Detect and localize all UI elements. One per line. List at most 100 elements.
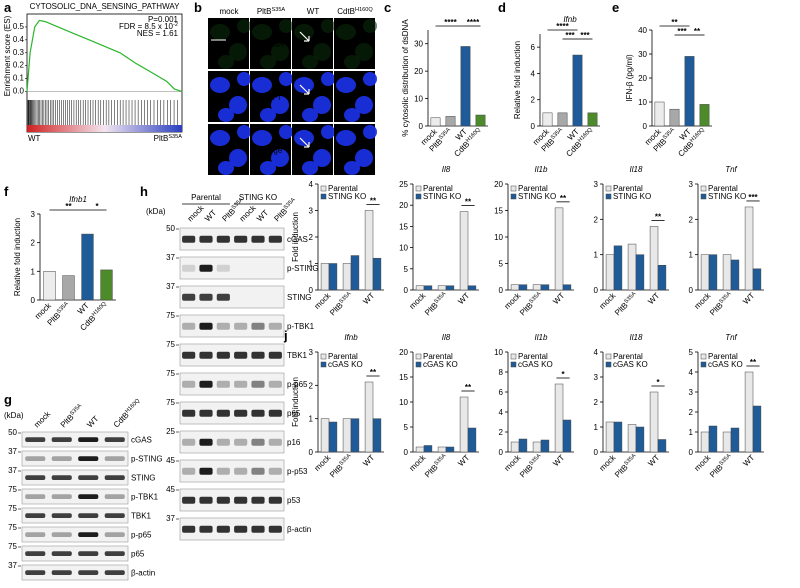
legend-swatch	[700, 185, 707, 192]
bar	[699, 104, 710, 127]
legend-label: Parental	[708, 352, 738, 361]
y-tick-label: 1	[689, 251, 694, 260]
x-tick-label: PltBS35A	[423, 291, 450, 318]
band	[251, 467, 265, 475]
bar	[613, 245, 623, 291]
nucleus	[237, 125, 251, 139]
significance-label: *	[95, 202, 99, 211]
legend-label: cGAS KO	[423, 360, 458, 369]
bar	[752, 268, 762, 291]
y-tick-label: 0	[499, 448, 504, 457]
y-tick-label: 0	[594, 448, 599, 457]
lane-label-part: WT	[203, 208, 218, 223]
band	[251, 438, 265, 446]
lane-label-part: WT	[255, 208, 270, 223]
kda-marker: 50	[166, 224, 175, 233]
y-axis-label: Fold induction	[291, 212, 300, 262]
y-tick-label: 2	[309, 233, 314, 242]
blot-strip	[179, 430, 285, 454]
nucleus	[237, 72, 251, 86]
band	[234, 496, 248, 504]
nucleus	[363, 72, 377, 86]
x-tick-label-part: WT	[76, 301, 91, 316]
x-tick-label-part: WT	[361, 453, 376, 468]
y-tick-label: 10	[414, 95, 423, 104]
y-tick-label: 2	[31, 239, 36, 248]
bar	[460, 46, 471, 127]
y-tick-label: 3	[31, 210, 36, 219]
legend-label: Parental	[613, 352, 643, 361]
bar	[605, 421, 615, 453]
column-label-part: PltB	[257, 7, 272, 16]
legend-swatch	[605, 193, 612, 200]
legend-swatch	[320, 193, 327, 200]
bar	[372, 257, 382, 291]
kda-marker: 37	[166, 514, 175, 523]
dsdna-signal	[210, 24, 230, 40]
bar	[532, 284, 542, 291]
nucleus	[336, 77, 356, 93]
legend-swatch	[510, 361, 517, 368]
y-tick-label: 0	[31, 296, 36, 305]
x-tick-label: PltBS35A	[328, 453, 355, 480]
band	[216, 409, 230, 417]
arrow	[299, 31, 310, 42]
chart-title: Tnf	[725, 165, 737, 174]
band	[25, 494, 46, 500]
bar	[459, 396, 469, 453]
y-tick-label: 10	[494, 233, 503, 242]
kda-label: (kDa)	[4, 411, 24, 420]
y-tick-label: 15	[494, 207, 503, 216]
lane-label: CdtBH160Q	[112, 397, 144, 429]
bar	[510, 441, 520, 453]
band	[268, 380, 282, 388]
band	[216, 438, 230, 446]
x-tick-label-part: S35A	[338, 291, 352, 305]
y-tick-label: 15	[399, 373, 408, 382]
row-label: cGAS	[131, 436, 152, 445]
bar	[554, 207, 564, 291]
significance-label: **	[370, 368, 377, 377]
kda-marker: 37	[166, 282, 175, 291]
bar	[423, 445, 433, 453]
blot-strip	[21, 545, 129, 562]
legend-swatch	[700, 353, 707, 360]
row-label: p-p65	[131, 531, 152, 540]
band	[199, 525, 213, 533]
band	[78, 494, 99, 500]
legend-label: STING KO	[328, 192, 366, 201]
y-tick-label: 0	[531, 122, 536, 131]
legend-label: Parental	[518, 184, 548, 193]
bar	[445, 285, 455, 291]
significance-label: **	[465, 383, 472, 392]
y-tick-label: 3	[689, 388, 694, 397]
y-tick-label: 1	[309, 415, 314, 424]
column-label-part: CdtB	[337, 7, 355, 16]
x-tick-label-part: S35A	[528, 291, 542, 305]
significance-label: **	[65, 202, 72, 211]
bar	[364, 381, 374, 453]
blot-strip	[179, 314, 285, 338]
bar	[635, 426, 645, 453]
x-tick-label-part: WT	[456, 291, 471, 306]
kda-marker: 75	[8, 485, 17, 494]
y-tick-label: 0	[499, 286, 504, 295]
dsdna-signal	[363, 19, 377, 33]
band	[182, 293, 196, 301]
y-tick-label: 0	[404, 286, 409, 295]
row-label: p53	[287, 496, 301, 505]
legend-swatch	[415, 185, 422, 192]
bar	[649, 391, 659, 453]
y-tick-label: 20	[414, 67, 423, 76]
band	[78, 551, 99, 557]
chart-title: Il1b	[535, 165, 548, 174]
x-tick-label: PltBS35A	[518, 291, 545, 318]
blot-strip	[179, 227, 285, 251]
bar	[744, 371, 754, 453]
y-tick-label: 4	[689, 368, 694, 377]
row-label: STING	[131, 474, 155, 483]
bar	[364, 210, 374, 291]
x-tick-label: PltBS35A	[328, 291, 355, 318]
y-tick-label: 0	[594, 286, 599, 295]
blot-strip	[21, 526, 129, 543]
